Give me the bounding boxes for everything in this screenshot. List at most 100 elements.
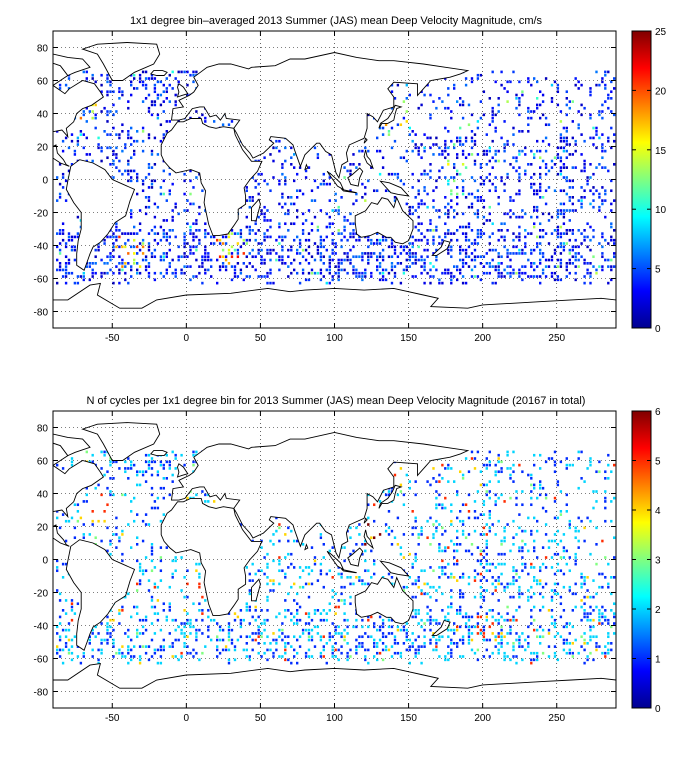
heatmap-cell xyxy=(565,143,568,146)
heatmap-cell xyxy=(162,513,165,516)
heatmap-cell xyxy=(269,235,272,239)
heatmap-cell xyxy=(130,93,133,97)
heatmap-cell xyxy=(254,238,257,242)
heatmap-cell xyxy=(518,130,521,133)
heatmap-cell xyxy=(467,635,471,639)
heatmap-cell xyxy=(429,116,432,120)
heatmap-cell xyxy=(408,661,411,665)
heatmap-cell xyxy=(444,615,447,619)
heatmap-cell xyxy=(364,543,367,546)
heatmap-cell xyxy=(221,262,225,265)
heatmap-cell xyxy=(272,655,275,658)
heatmap-cell xyxy=(530,248,533,252)
heatmap-cell xyxy=(177,70,180,74)
heatmap-cell xyxy=(162,275,165,278)
heatmap-cell xyxy=(393,248,397,252)
heatmap-cell xyxy=(583,238,586,242)
heatmap-cell xyxy=(586,612,589,615)
heatmap-cell xyxy=(408,258,411,262)
heatmap-cell xyxy=(168,262,171,265)
heatmap-cell xyxy=(355,275,358,278)
heatmap-cell xyxy=(444,106,447,110)
heatmap-cell xyxy=(183,635,186,639)
heatmap-cell xyxy=(417,576,420,579)
heatmap-cell xyxy=(183,271,186,275)
heatmap-cell xyxy=(147,658,151,662)
heatmap-cell xyxy=(544,566,548,569)
heatmap-cell xyxy=(204,252,207,255)
heatmap-cell xyxy=(319,572,323,576)
heatmap-cell xyxy=(577,516,580,520)
heatmap-cell xyxy=(447,146,450,150)
heatmap-cell xyxy=(266,275,269,278)
heatmap-cell xyxy=(198,238,201,242)
heatmap-cell xyxy=(364,632,367,635)
heatmap-cell xyxy=(284,599,287,602)
heatmap-cell xyxy=(610,209,613,212)
heatmap-cell xyxy=(337,278,340,282)
heatmap-cell xyxy=(536,80,539,84)
heatmap-cell xyxy=(613,163,616,166)
heatmap-cell xyxy=(556,90,560,94)
heatmap-cell xyxy=(574,605,577,609)
heatmap-cell xyxy=(287,248,290,252)
heatmap-cell xyxy=(245,605,248,609)
heatmap-cell xyxy=(473,258,477,262)
x-tick-label: 150 xyxy=(400,333,417,344)
heatmap-cell xyxy=(556,225,560,229)
heatmap-cell xyxy=(349,172,352,176)
heatmap-cell xyxy=(461,595,465,599)
heatmap-cell xyxy=(464,166,468,169)
heatmap-cell xyxy=(198,242,201,245)
heatmap-cell xyxy=(592,136,595,140)
heatmap-cell xyxy=(124,146,127,150)
heatmap-cell xyxy=(432,229,435,232)
heatmap-cell xyxy=(553,156,557,160)
heatmap-cell xyxy=(568,526,571,530)
heatmap-cell xyxy=(503,159,506,163)
heatmap-cell xyxy=(453,166,456,169)
heatmap-cell xyxy=(278,268,281,272)
heatmap-cell xyxy=(118,97,121,100)
heatmap-cell xyxy=(509,258,512,262)
heatmap-cell xyxy=(607,648,610,652)
heatmap-cell xyxy=(355,199,358,202)
heatmap-cell xyxy=(432,467,435,470)
heatmap-cell xyxy=(518,589,521,592)
heatmap-cell xyxy=(76,655,80,658)
heatmap-cell xyxy=(541,486,545,490)
heatmap-cell xyxy=(136,268,139,272)
heatmap-cell xyxy=(521,149,524,153)
heatmap-cell xyxy=(435,136,438,140)
heatmap-cell xyxy=(450,248,453,252)
heatmap-cell xyxy=(515,609,518,612)
heatmap-cell xyxy=(583,229,586,232)
heatmap-cell xyxy=(358,163,361,166)
heatmap-cell xyxy=(171,473,174,477)
heatmap-cell xyxy=(245,609,248,612)
heatmap-cell xyxy=(109,268,112,272)
heatmap-cell xyxy=(527,645,530,648)
heatmap-cell xyxy=(592,229,595,232)
heatmap-cell xyxy=(509,628,512,632)
heatmap-cell xyxy=(435,225,438,229)
heatmap-cell xyxy=(138,632,142,635)
heatmap-cell xyxy=(180,632,183,635)
heatmap-cell xyxy=(541,585,545,589)
heatmap-cell xyxy=(571,166,574,169)
heatmap-cell xyxy=(533,576,536,579)
heatmap-cell xyxy=(165,618,168,622)
heatmap-cell xyxy=(165,252,168,255)
heatmap-cell xyxy=(512,156,515,160)
heatmap-cell xyxy=(438,209,441,212)
heatmap-cell xyxy=(352,265,355,268)
heatmap-cell xyxy=(461,212,465,216)
heatmap-cell xyxy=(156,648,160,652)
heatmap-cell xyxy=(257,632,260,635)
heatmap-cell xyxy=(109,83,112,87)
heatmap-cell xyxy=(174,271,177,275)
heatmap-cell xyxy=(530,176,533,179)
heatmap-cell xyxy=(355,526,358,530)
heatmap-cell xyxy=(494,566,497,569)
heatmap-cell xyxy=(447,612,450,615)
